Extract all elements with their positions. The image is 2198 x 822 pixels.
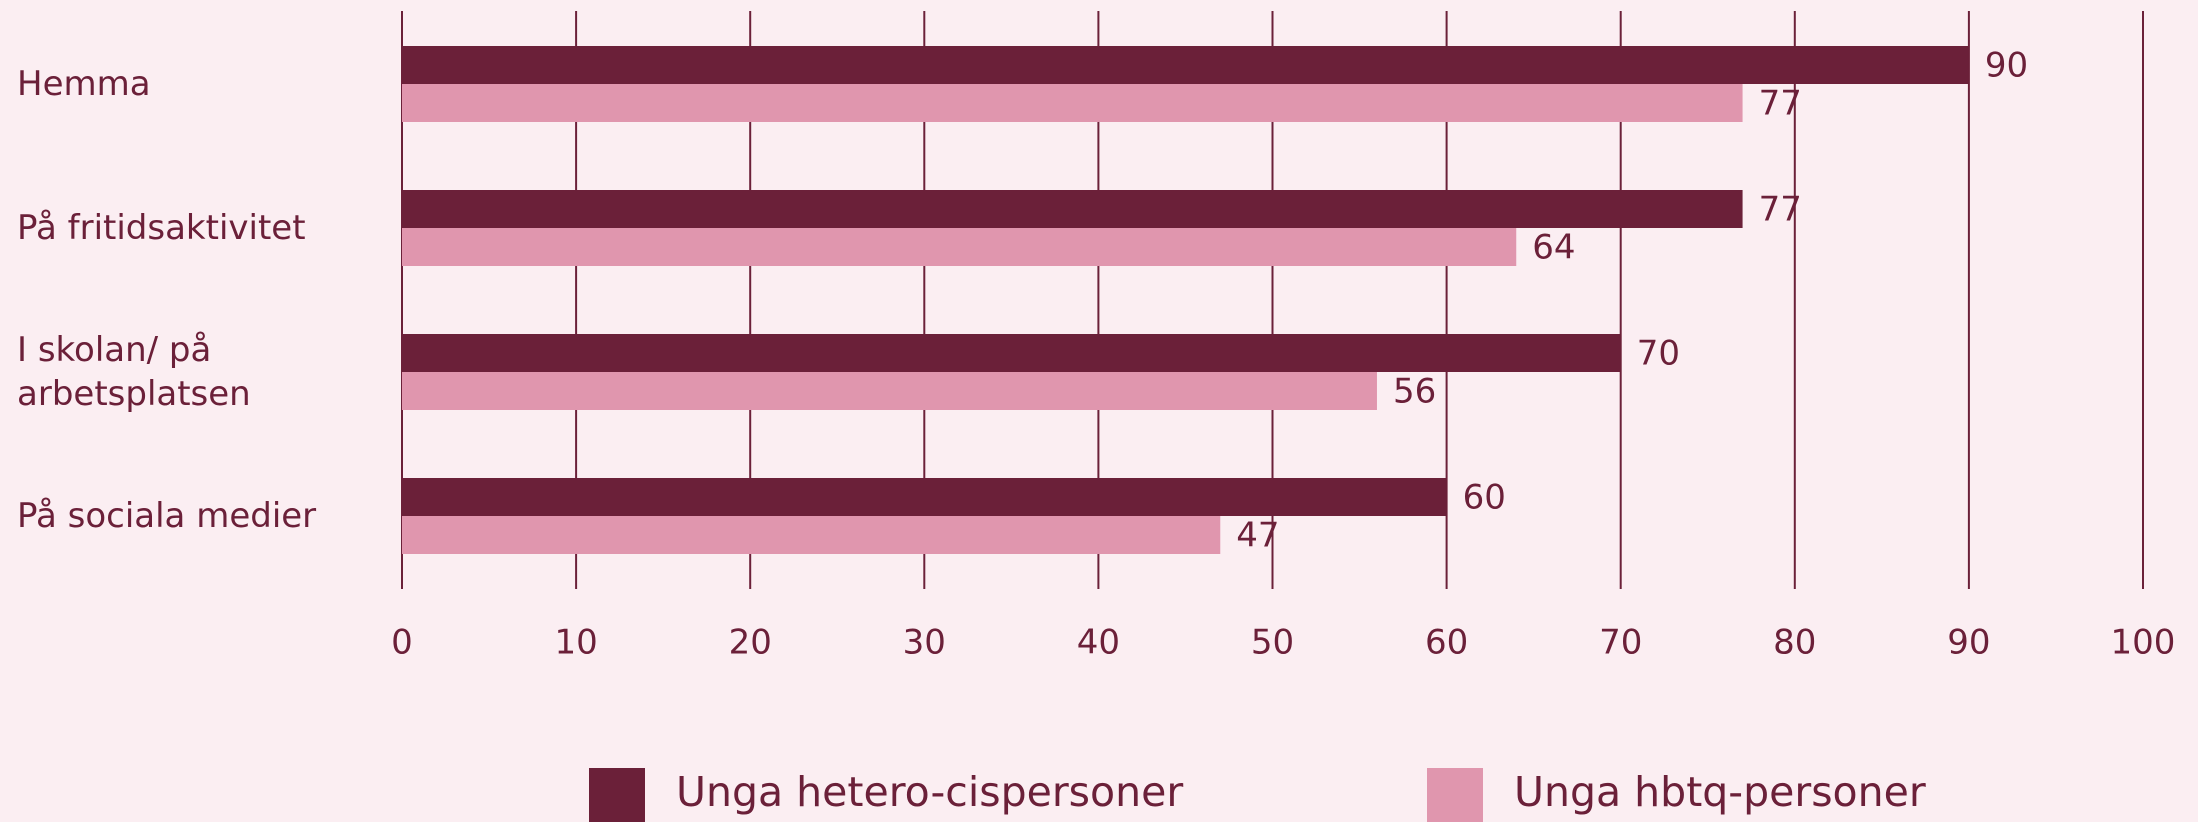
x-tick-label: 80 bbox=[1773, 623, 1816, 663]
bar bbox=[402, 46, 1969, 84]
x-tick-label: 50 bbox=[1251, 623, 1294, 663]
category-label: Hemma bbox=[17, 64, 151, 104]
value-label: 47 bbox=[1236, 516, 1279, 556]
value-label: 77 bbox=[1759, 190, 1802, 230]
bar bbox=[402, 190, 1743, 228]
x-tick-label: 20 bbox=[729, 623, 772, 663]
value-label: 60 bbox=[1463, 478, 1506, 518]
value-label: 56 bbox=[1393, 372, 1436, 412]
x-tick-label: 60 bbox=[1425, 623, 1468, 663]
value-label: 77 bbox=[1759, 84, 1802, 124]
value-label: 70 bbox=[1637, 334, 1680, 374]
value-label: 64 bbox=[1532, 228, 1575, 268]
legend-label: Unga hetero-cispersoner bbox=[676, 768, 1183, 816]
x-tick-label: 100 bbox=[2111, 623, 2176, 663]
legend-swatch bbox=[1427, 768, 1483, 822]
bar bbox=[402, 334, 1621, 372]
bar bbox=[402, 478, 1447, 516]
x-tick-label: 70 bbox=[1599, 623, 1642, 663]
x-tick-label: 40 bbox=[1077, 623, 1120, 663]
legend-label: Unga hbtq-personer bbox=[1514, 768, 1926, 816]
category-label: På fritidsaktivitet bbox=[17, 208, 306, 248]
value-label: 90 bbox=[1985, 46, 2028, 86]
x-tick-label: 30 bbox=[903, 623, 946, 663]
x-tick-label: 10 bbox=[554, 623, 597, 663]
legend-swatch bbox=[589, 768, 645, 822]
bar bbox=[402, 84, 1743, 122]
bar bbox=[402, 372, 1377, 410]
x-tick-label: 0 bbox=[391, 623, 413, 663]
bar bbox=[402, 516, 1221, 554]
x-tick-label: 90 bbox=[1947, 623, 1990, 663]
bar bbox=[402, 228, 1517, 266]
category-label: På sociala medier bbox=[17, 496, 317, 536]
category-label: I skolan/ på arbetsplatsen bbox=[17, 330, 251, 414]
